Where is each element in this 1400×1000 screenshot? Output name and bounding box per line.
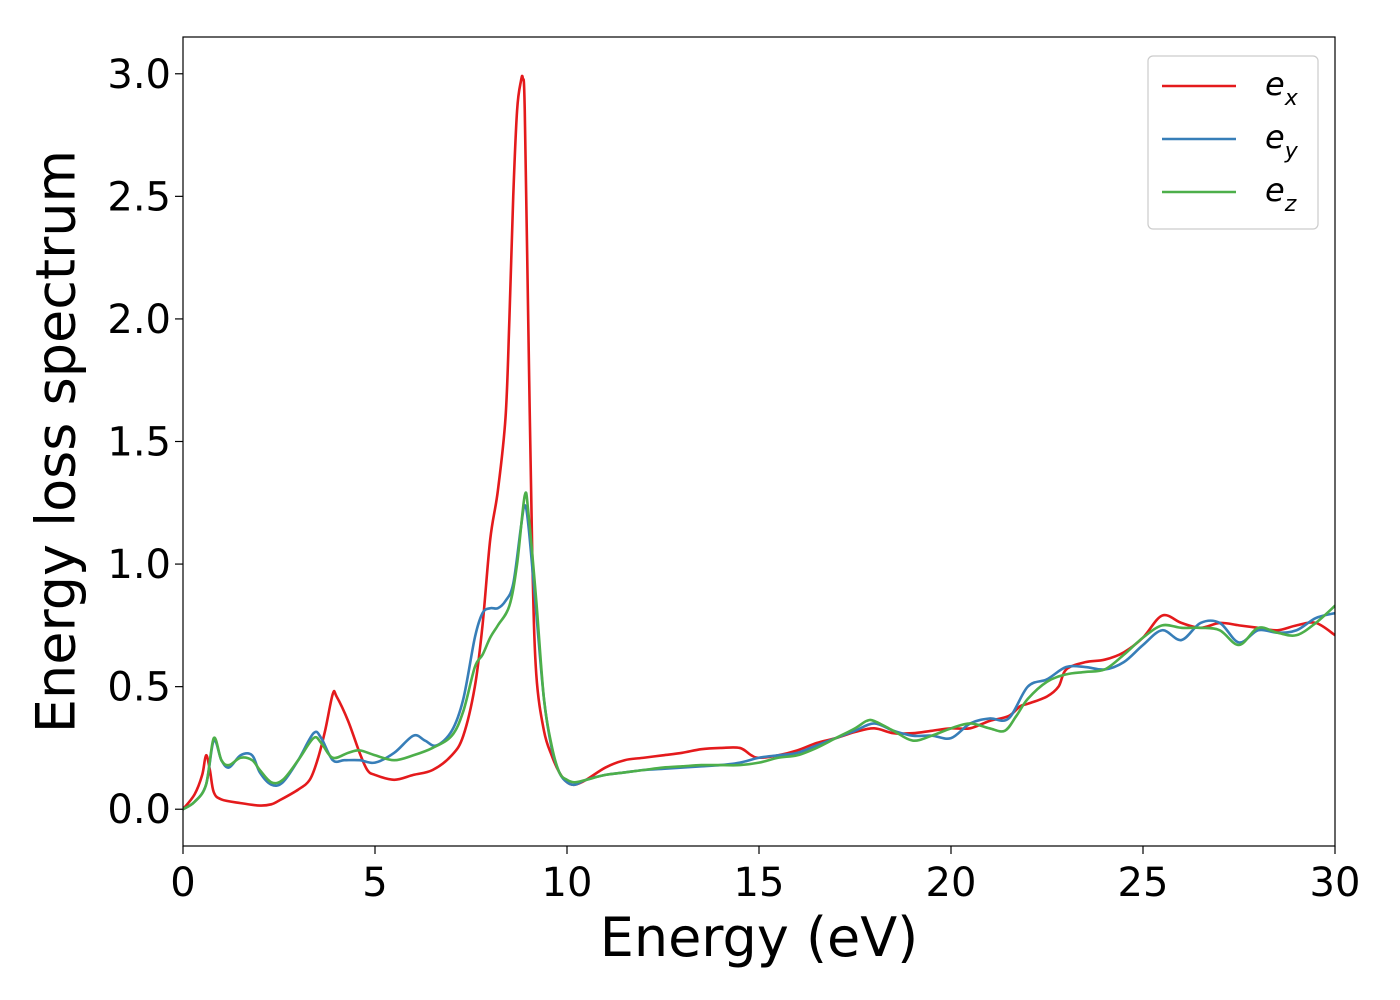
- legend-label-ex: ex: [1265, 65, 1299, 111]
- x-tick-label: 30: [1310, 860, 1361, 906]
- y-tick-label: 1.5: [107, 420, 171, 466]
- legend: ex ey ez: [1147, 55, 1319, 230]
- y-tick-label: 0.5: [107, 665, 171, 711]
- y-tick-label: 1.0: [107, 542, 171, 588]
- y-axis: 0.0 0.5 1.0 1.5 2.0 2.5 3.0: [107, 52, 183, 833]
- x-tick-label: 20: [926, 860, 977, 906]
- x-tick-label: 5: [362, 860, 387, 906]
- series-line-ez: [183, 491, 1335, 811]
- y-tick-label: 3.0: [107, 52, 171, 98]
- legend-box: [1147, 55, 1319, 230]
- x-tick-label: 25: [1118, 860, 1169, 906]
- x-axis: 0 5 10 15 20 25 30: [170, 846, 1360, 906]
- x-axis-title: Energy (eV): [600, 906, 919, 969]
- y-tick-label: 0.0: [107, 787, 171, 833]
- x-tick-label: 10: [542, 860, 593, 906]
- y-tick-label: 2.5: [107, 174, 171, 220]
- legend-label-ez: ez: [1265, 171, 1297, 217]
- series-layer: [183, 74, 1335, 811]
- legend-label-ey: ey: [1265, 118, 1299, 164]
- y-axis-title: Energy loss spectrum: [25, 150, 88, 733]
- y-tick-label: 2.0: [107, 297, 171, 343]
- x-tick-label: 15: [734, 860, 785, 906]
- x-tick-label: 0: [170, 860, 195, 906]
